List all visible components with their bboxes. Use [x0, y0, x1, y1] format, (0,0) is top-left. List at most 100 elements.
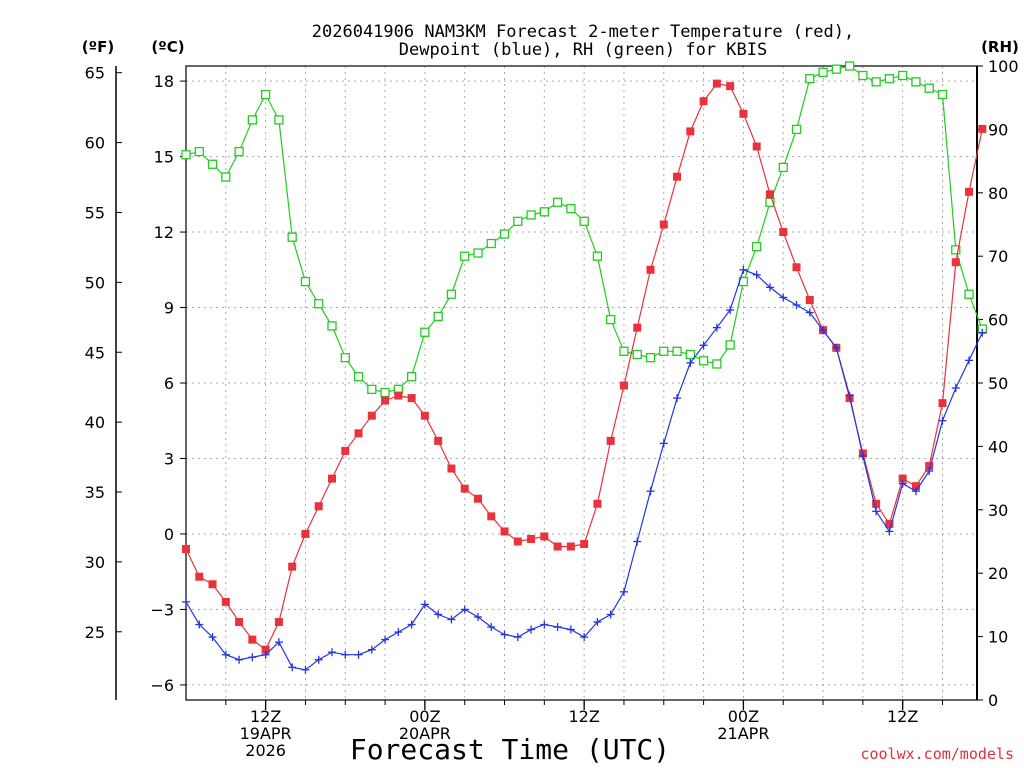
time-tick-label: 21APR: [717, 724, 769, 743]
chart-title-line2: Dewpoint (blue), RH (green) for KBIS: [399, 40, 767, 60]
dewpoint-point: [473, 612, 482, 621]
temperature-point: [447, 464, 456, 473]
rh-point: [473, 248, 483, 258]
temperature-point: [911, 482, 920, 491]
temperature-point: [779, 228, 788, 237]
dewpoint-point: [593, 618, 602, 627]
temperature-series: [182, 79, 987, 654]
temperature-point: [673, 172, 682, 181]
time-tick-label: 19APR: [240, 724, 292, 743]
chart-title-line1: 2026041906 NAM3KM Forecast 2-meter Tempe…: [312, 22, 854, 42]
temperature-point: [951, 258, 960, 267]
dewpoint-point: [420, 600, 429, 609]
rh-point: [659, 346, 669, 356]
temperature-point: [898, 474, 907, 483]
temperature-point: [633, 323, 642, 332]
temperature-point: [301, 529, 310, 538]
celsius-tick-label: 6: [164, 374, 174, 393]
rh-point: [911, 77, 921, 87]
temperature-point: [925, 462, 934, 471]
temperature-point: [182, 545, 190, 554]
rh-unit-label: (RH): [981, 38, 1019, 56]
temperature-point: [367, 411, 376, 420]
fahrenheit-tick-label: 25: [85, 623, 105, 642]
rh-point: [712, 359, 722, 369]
temperature-point: [699, 97, 708, 106]
temperature-point: [261, 645, 270, 654]
x-axis-title: Forecast Time (UTC): [350, 733, 670, 766]
rh-tick-label: 30: [988, 501, 1008, 520]
dewpoint-point: [911, 487, 920, 496]
celsius-tick-label: 15: [154, 148, 174, 167]
dewpoint-point: [381, 635, 390, 644]
dewpoint-point: [274, 638, 283, 647]
rh-tick-label: 0: [988, 691, 998, 710]
rh-point: [460, 251, 470, 261]
time-tick-label: 00Z: [409, 707, 440, 726]
dewpoint-series: [182, 265, 987, 674]
temperature-point: [593, 499, 602, 508]
temperature-point: [965, 187, 974, 196]
rh-point: [884, 74, 895, 84]
dewpoint-point: [208, 633, 217, 642]
rh-point: [247, 115, 258, 125]
dewpoint-point: [752, 270, 761, 279]
dewpoint-point: [367, 645, 376, 654]
dewpoint-point: [553, 623, 562, 632]
celsius-tick-label: 0: [164, 525, 174, 544]
dewpoint-point: [779, 293, 788, 302]
time-tick-label: 12Z: [250, 707, 281, 726]
temperature-point: [460, 484, 469, 493]
rh-point: [380, 387, 390, 398]
dewpoint-point: [646, 487, 655, 496]
dewpoint-point: [659, 439, 668, 448]
dewpoint-point: [221, 650, 230, 659]
rh-point: [752, 242, 762, 252]
dewpoint-point: [580, 633, 589, 642]
dewpoint-point: [248, 653, 257, 662]
rh-point: [592, 251, 603, 261]
rh-point: [499, 229, 510, 239]
rh-tick-label: 40: [988, 437, 1008, 456]
temperature-point: [765, 190, 774, 199]
axes: [115, 65, 983, 710]
rh-point: [805, 74, 815, 84]
temperature-point: [606, 436, 615, 445]
dewpoint-point: [858, 451, 867, 460]
celsius-tick-label: 18: [154, 72, 174, 91]
dewpoint-point: [527, 625, 536, 634]
rh-point: [685, 349, 695, 360]
time-tick-label: 12Z: [887, 707, 918, 726]
dewpoint-point: [965, 356, 974, 365]
time-tick-label: 20APR: [399, 724, 451, 743]
dewpoint-point: [327, 648, 336, 657]
time-tick-label: 2026: [245, 741, 286, 760]
rh-point: [234, 146, 244, 157]
rh-tick-label: 100: [988, 57, 1019, 76]
rh-tick-label: 70: [988, 247, 1008, 266]
temperature-point: [739, 109, 748, 118]
rh-point: [340, 352, 350, 363]
rh-point: [221, 172, 231, 182]
temperature-point: [792, 263, 801, 272]
rh-point: [791, 124, 802, 135]
dewpoint-point: [606, 610, 615, 619]
rh-point: [194, 146, 204, 157]
celsius-unit-label: (ºC): [151, 38, 184, 56]
tick-labels: 1815129630−3−665605550454035302510090807…: [85, 57, 1019, 760]
rh-point: [287, 232, 297, 242]
dewpoint-point: [447, 615, 456, 624]
rh-point: [300, 276, 311, 287]
temperature-point: [527, 534, 536, 543]
dewpoint-point: [739, 265, 748, 274]
rh-point: [606, 314, 616, 325]
temperature-point: [885, 519, 894, 528]
rh-point: [725, 340, 735, 350]
dewpoint-point: [925, 467, 934, 476]
dewpoint-point: [872, 507, 881, 516]
temperature-point: [221, 597, 230, 606]
temperature-point: [513, 537, 522, 546]
rh-point: [353, 372, 364, 382]
fahrenheit-tick-label: 35: [85, 483, 105, 502]
rh-point: [672, 346, 682, 356]
